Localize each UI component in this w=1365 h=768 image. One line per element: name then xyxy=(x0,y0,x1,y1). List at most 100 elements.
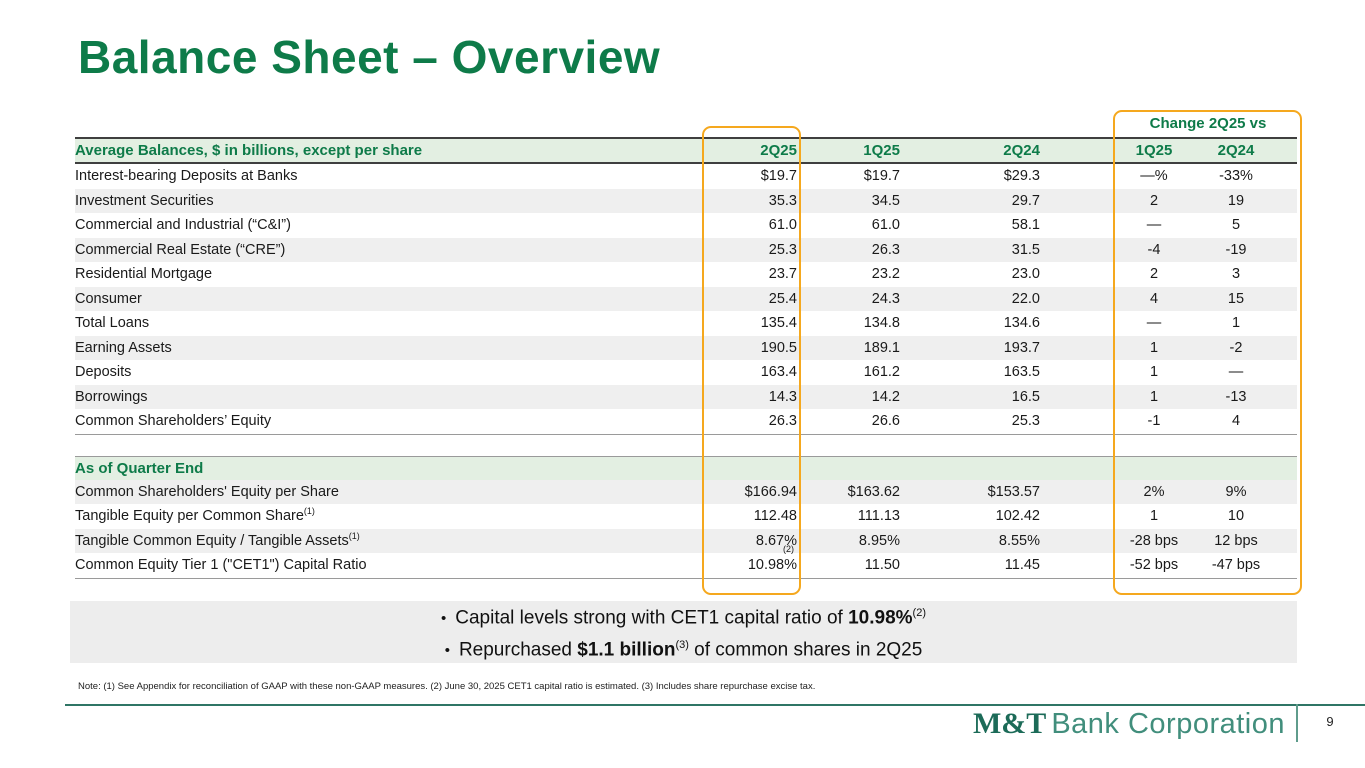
spacer-cell xyxy=(1040,237,1118,262)
footnote-text: Note: (1) See Appendix for reconciliatio… xyxy=(78,681,816,692)
change-cell: 1 xyxy=(1149,364,1159,381)
value-cell: 8.95% xyxy=(797,528,900,553)
spacer-cell xyxy=(1282,504,1297,529)
value-cell: 134.8 xyxy=(863,315,900,332)
bullet-icon: • xyxy=(444,642,450,660)
change-cell: 2 xyxy=(1149,266,1159,283)
value-cell: 163.5 xyxy=(1003,364,1040,381)
spacer-cell xyxy=(1040,286,1118,311)
row-label: Deposits xyxy=(75,364,132,381)
spacer-cell xyxy=(1282,311,1297,336)
bullet-text: (3) xyxy=(675,639,689,651)
value-cell: 22.0 xyxy=(900,286,1040,311)
change-columns-header: Change 2Q25 vs xyxy=(1149,115,1267,132)
value-cell: 34.5 xyxy=(797,188,900,213)
spacer-cell xyxy=(1040,479,1118,504)
bullet-text: of common shares in 2Q25 xyxy=(688,639,923,661)
change-cell: 2% xyxy=(1118,479,1190,504)
spacer-cell xyxy=(1282,163,1297,189)
spacer-cell xyxy=(1282,137,1297,164)
value-cell: $153.57 xyxy=(900,479,1040,504)
table-row: Common Shareholders' Equity per Share $16… xyxy=(75,479,1297,504)
value-cell: 29.7 xyxy=(900,188,1040,213)
value-cell: 8.67% xyxy=(705,528,797,553)
bullet-text: (2) xyxy=(912,606,926,619)
table-row: Consumer 25.4 24.3 22.0 4 15 xyxy=(75,286,1297,311)
value-cell: 61.0 xyxy=(768,217,797,234)
logo-wordmark: Bank Corporation xyxy=(1051,708,1285,740)
key-takeaways-band: • Capital levels strong with CET1 capital… xyxy=(70,601,1297,663)
spacer-cell xyxy=(1282,335,1297,360)
table-row: Tangible Common Equity / Tangible Assets… xyxy=(75,528,1297,553)
change-cell: 12 bps xyxy=(1190,528,1282,553)
spacer-cell xyxy=(1040,163,1118,189)
change-cell: 3 xyxy=(1231,266,1241,283)
value-cell: 26.3 xyxy=(705,409,797,435)
table-row: Earning Assets 190.5 189.1 193.7 1 -2 xyxy=(75,335,1297,360)
value-cell: 23.0 xyxy=(1011,266,1040,283)
row-label: Borrowings xyxy=(75,384,705,409)
change-cell: 15 xyxy=(1190,286,1282,311)
change-cell: -33% xyxy=(1219,168,1253,185)
change-cell: 10 xyxy=(1227,508,1245,525)
change-cell: 1 xyxy=(1118,335,1190,360)
change-cell: 2 xyxy=(1118,188,1190,213)
value-cell: 193.7 xyxy=(900,335,1040,360)
section-header-label: As of Quarter End xyxy=(75,455,1297,480)
bullet-item: • Capital levels strong with CET1 capital… xyxy=(441,600,926,632)
change-cell: -4 xyxy=(1118,237,1190,262)
spacer-cell xyxy=(1282,213,1297,238)
value-cell: 161.2 xyxy=(863,364,900,381)
row-label: Earning Assets xyxy=(75,335,705,360)
value-cell: $29.3 xyxy=(1003,168,1040,185)
spacer-cell xyxy=(1282,360,1297,385)
table-header-label: Average Balances, $ in billions, except … xyxy=(75,137,705,164)
section1-body: Interest-bearing Deposits at Banks $19.7 $… xyxy=(75,163,1297,435)
change-cell: 1 xyxy=(1231,315,1241,332)
column-header-1q25: 1Q25 xyxy=(797,137,900,164)
change-cell: -2 xyxy=(1190,335,1282,360)
change-cell: -19 xyxy=(1190,237,1282,262)
value-cell: 14.2 xyxy=(797,384,900,409)
value-cell: 135.4 xyxy=(760,315,797,332)
change-cell: 1 xyxy=(1149,508,1159,525)
bullet-item: • Repurchased $1.1 billion(3) of common s… xyxy=(445,632,923,664)
row-label: Common Shareholders’ Equity xyxy=(75,409,705,435)
footer-divider xyxy=(1296,704,1298,742)
table-row: Common Shareholders’ Equity 26.3 26.6 25.3 -… xyxy=(75,409,1297,435)
row-label: Interest-bearing Deposits at Banks xyxy=(75,168,298,185)
change-cell: — xyxy=(1146,315,1162,332)
row-label: Residential Mortgage xyxy=(75,266,213,283)
value-cell: 23.7 xyxy=(768,266,797,283)
value-cell: 25.3 xyxy=(705,237,797,262)
value-cell: 26.6 xyxy=(797,409,900,435)
value-cell: $163.62 xyxy=(797,479,900,504)
value-cell: 111.13 xyxy=(857,508,900,525)
change-cell: —% xyxy=(1140,168,1168,185)
mt-bank-logo: M&T Bank Corporation xyxy=(973,707,1285,741)
change-cell: 5 xyxy=(1231,217,1241,234)
column-header-change-2q24: 2Q24 xyxy=(1190,137,1282,164)
blank-spacer-row xyxy=(75,434,1297,456)
change-cell: -28 bps xyxy=(1118,528,1190,553)
page-number: 9 xyxy=(1326,714,1334,729)
bullet-text: Capital levels strong with CET1 capital … xyxy=(455,607,849,628)
value-cell: 10.98%(2) xyxy=(705,545,797,579)
row-label: Commercial and Industrial (“C&I”) xyxy=(75,217,291,234)
bullet-text: $1.1 billion xyxy=(577,639,676,661)
spacer-cell xyxy=(1040,188,1118,213)
change-cell: 19 xyxy=(1190,188,1282,213)
spacer-cell xyxy=(1040,335,1118,360)
change-cell: -52 bps xyxy=(1118,553,1190,579)
value-cell: 134.6 xyxy=(1003,315,1040,332)
section2-body: Common Shareholders' Equity per Share $16… xyxy=(75,479,1297,579)
table-row: Commercial and Industrial (“C&I”) 61.0 61.… xyxy=(75,213,1297,238)
spacer-cell xyxy=(1040,409,1118,435)
row-label: Commercial Real Estate (“CRE”) xyxy=(75,237,705,262)
table-row: Tangible Equity per Common Share(1) 112.4… xyxy=(75,504,1297,529)
section-header-row: As of Quarter End xyxy=(75,455,1297,480)
value-cell: 31.5 xyxy=(900,237,1040,262)
value-cell: $166.94 xyxy=(705,479,797,504)
column-header-2q25: 2Q25 xyxy=(705,137,797,164)
value-cell: 102.42 xyxy=(995,508,1040,525)
